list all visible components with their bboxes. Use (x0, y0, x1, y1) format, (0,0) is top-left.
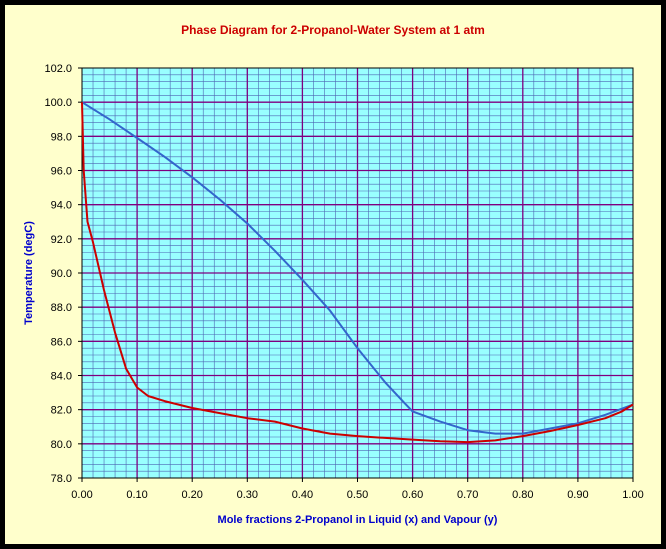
x-tick-label: 0.10 (126, 489, 147, 501)
tick-labels: 0.00 0.10 0.20 0.30 0.40 0.50 0.60 0.70 0.80 0.90… (44, 63, 643, 501)
x-tick-label: 0.90 (567, 489, 588, 501)
y-tick-label: 98.0 (51, 131, 72, 143)
x-tick-label: 0.30 (237, 489, 258, 501)
x-tick-label: 0.40 (292, 489, 313, 501)
x-tick-label: 0.70 (457, 489, 478, 501)
x-tick-label: 0.60 (402, 489, 423, 501)
y-tick-label: 80.0 (51, 439, 72, 451)
y-tick-label: 78.0 (51, 473, 72, 485)
x-tick-label: 0.50 (347, 489, 368, 501)
chart-title: Phase Diagram for 2-Propanol-Water Syste… (181, 23, 485, 37)
x-tick-label: 0.80 (512, 489, 533, 501)
y-tick-label: 100.0 (44, 97, 72, 109)
x-axis-label: Mole fractions 2-Propanol in Liquid (x) … (218, 514, 498, 526)
x-tick-label: 0.20 (181, 489, 202, 501)
major-gridlines (82, 68, 633, 478)
liquid-curve-line (81, 102, 634, 444)
x-tick-label: 1.00 (622, 489, 643, 501)
y-tick-label: 84.0 (51, 371, 72, 383)
x-tick-label: 0.00 (71, 489, 92, 501)
series-lines (81, 101, 634, 444)
y-axis-label: Temperature (degC) (23, 221, 35, 325)
y-tick-label: 88.0 (51, 302, 72, 314)
y-tick-label: 96.0 (51, 166, 72, 178)
y-tick-label: 94.0 (51, 200, 72, 212)
y-tick-label: 90.0 (51, 268, 72, 280)
y-tick-label: 102.0 (44, 63, 72, 75)
vapour-curve-line (81, 101, 634, 435)
y-tick-label: 92.0 (51, 234, 72, 246)
y-tick-label: 82.0 (51, 405, 72, 417)
y-tick-label: 86.0 (51, 336, 72, 348)
